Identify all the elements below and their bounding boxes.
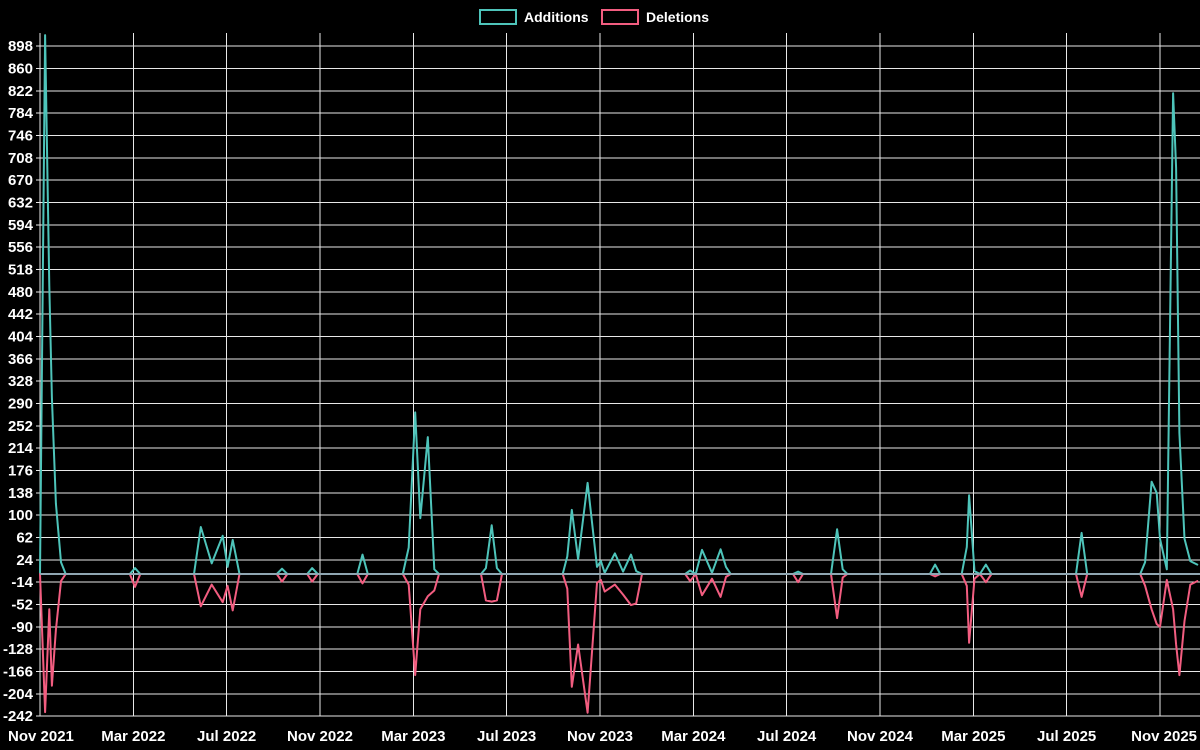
y-tick-label: 24	[16, 552, 33, 569]
y-tick-label: 594	[8, 217, 34, 234]
y-tick-label: 860	[8, 61, 33, 78]
y-tick-label: 404	[8, 329, 34, 346]
y-tick-label: 252	[8, 418, 33, 435]
y-tick-label: 214	[8, 440, 34, 457]
x-tick-label: Nov 2025	[1131, 728, 1197, 745]
deletions-legend-label: Deletions	[646, 9, 709, 25]
y-tick-label: -90	[11, 619, 33, 636]
legend-item-additions[interactable]: Additions	[479, 9, 589, 25]
y-tick-label: -242	[3, 708, 33, 725]
y-tick-label: 100	[8, 507, 33, 524]
y-tick-label: -14	[11, 574, 33, 591]
y-tick-label: 708	[8, 150, 33, 167]
x-tick-label: Jul 2024	[757, 728, 817, 745]
y-tick-label: 366	[8, 351, 33, 368]
y-tick-label: 822	[8, 83, 33, 100]
x-tick-label: Nov 2023	[567, 728, 633, 745]
y-tick-label: -166	[3, 664, 33, 681]
additions-legend-label: Additions	[524, 9, 589, 25]
deletions-line	[39, 573, 1199, 714]
axis-label-layer: 898 860 822 784 746 708 670 632 594 556 518 480 442 4…	[3, 38, 1197, 745]
legend-item-deletions[interactable]: Deletions	[601, 9, 709, 25]
y-tick-label: -204	[3, 686, 34, 703]
series-layer	[39, 34, 1199, 714]
additions-legend-swatch	[479, 9, 517, 25]
x-tick-label: Nov 2021	[8, 728, 74, 745]
y-tick-label: 556	[8, 239, 33, 256]
grid-layer	[36, 33, 1200, 717]
x-tick-label: Jul 2025	[1037, 728, 1096, 745]
y-tick-label: 138	[8, 485, 33, 502]
x-tick-label: Jul 2022	[197, 728, 256, 745]
x-tick-label: Jul 2023	[477, 728, 536, 745]
y-tick-label: 480	[8, 284, 33, 301]
y-tick-label: 898	[8, 38, 33, 55]
y-tick-label: 328	[8, 373, 33, 390]
y-tick-label: 518	[8, 262, 33, 279]
y-tick-label: 632	[8, 195, 33, 212]
y-tick-label: 442	[8, 306, 33, 323]
y-tick-label: 62	[16, 530, 33, 547]
y-tick-label: 670	[8, 172, 33, 189]
x-tick-label: Mar 2022	[101, 728, 165, 745]
y-tick-label: -52	[11, 597, 33, 614]
y-tick-label: 746	[8, 128, 33, 145]
x-tick-label: Mar 2025	[941, 728, 1005, 745]
y-tick-label: 784	[8, 105, 34, 122]
x-tick-label: Nov 2024	[847, 728, 914, 745]
deletions-legend-swatch	[601, 9, 639, 25]
x-tick-label: Mar 2023	[381, 728, 445, 745]
y-tick-label: -128	[3, 641, 33, 658]
chart-legend: Additions Deletions	[479, 9, 709, 25]
x-tick-label: Mar 2024	[661, 728, 726, 745]
x-tick-label: Nov 2022	[287, 728, 353, 745]
y-tick-label: 290	[8, 396, 33, 413]
y-tick-label: 176	[8, 463, 33, 480]
